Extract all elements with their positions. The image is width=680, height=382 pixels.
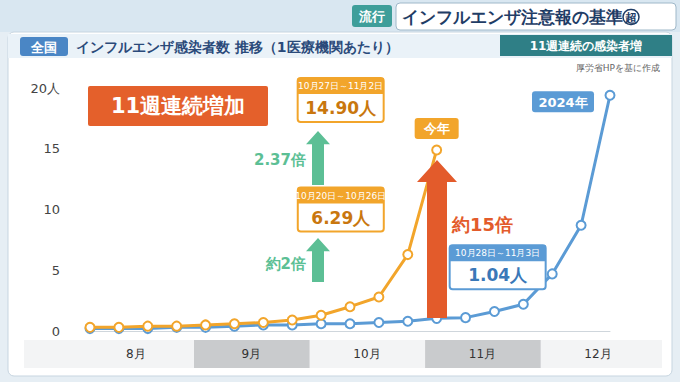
svg-text:6.29人: 6.29人 bbox=[311, 208, 371, 228]
svg-text:全国: 全国 bbox=[30, 40, 57, 55]
svg-text:今年: 今年 bbox=[423, 121, 450, 136]
svg-text:14.90人: 14.90人 bbox=[305, 98, 377, 118]
svg-text:10月27日～11月2日: 10月27日～11月2日 bbox=[298, 81, 383, 91]
svg-text:11週連続増加: 11週連続増加 bbox=[111, 94, 245, 118]
svg-text:2024年: 2024年 bbox=[538, 95, 587, 110]
svg-text:厚労省HPを基に作成: 厚労省HPを基に作成 bbox=[576, 63, 660, 73]
svg-text:約15倍: 約15倍 bbox=[451, 214, 513, 235]
svg-text:1.04人: 1.04人 bbox=[468, 265, 528, 285]
svg-text:10: 10 bbox=[43, 202, 60, 217]
svg-text:12月: 12月 bbox=[584, 347, 611, 361]
svg-text:11週連続の感染者増: 11週連続の感染者増 bbox=[530, 39, 643, 53]
svg-text:インフルエンザ感染者数 推移（1医療機関あたり）: インフルエンザ感染者数 推移（1医療機関あたり） bbox=[76, 39, 399, 55]
svg-text:8月: 8月 bbox=[126, 347, 146, 361]
svg-text:インフルエンザ注意報の基準: インフルエンザ注意報の基準 bbox=[402, 7, 623, 27]
svg-text:10月: 10月 bbox=[353, 347, 380, 361]
svg-text:11月: 11月 bbox=[469, 347, 496, 361]
svg-text:9月: 9月 bbox=[242, 347, 262, 361]
svg-text:5: 5 bbox=[52, 263, 60, 278]
svg-text:0: 0 bbox=[52, 324, 60, 339]
svg-text:15: 15 bbox=[43, 141, 60, 156]
svg-text:10月28日～11月3日: 10月28日～11月3日 bbox=[455, 248, 540, 258]
svg-text:2.37倍: 2.37倍 bbox=[254, 151, 306, 169]
svg-text:20人: 20人 bbox=[30, 81, 60, 96]
svg-text:約2倍: 約2倍 bbox=[265, 255, 306, 273]
svg-text:10月20日～10月26日: 10月20日～10月26日 bbox=[295, 191, 386, 201]
svg-text:超: 超 bbox=[624, 11, 637, 25]
svg-text:流行: 流行 bbox=[358, 9, 385, 24]
